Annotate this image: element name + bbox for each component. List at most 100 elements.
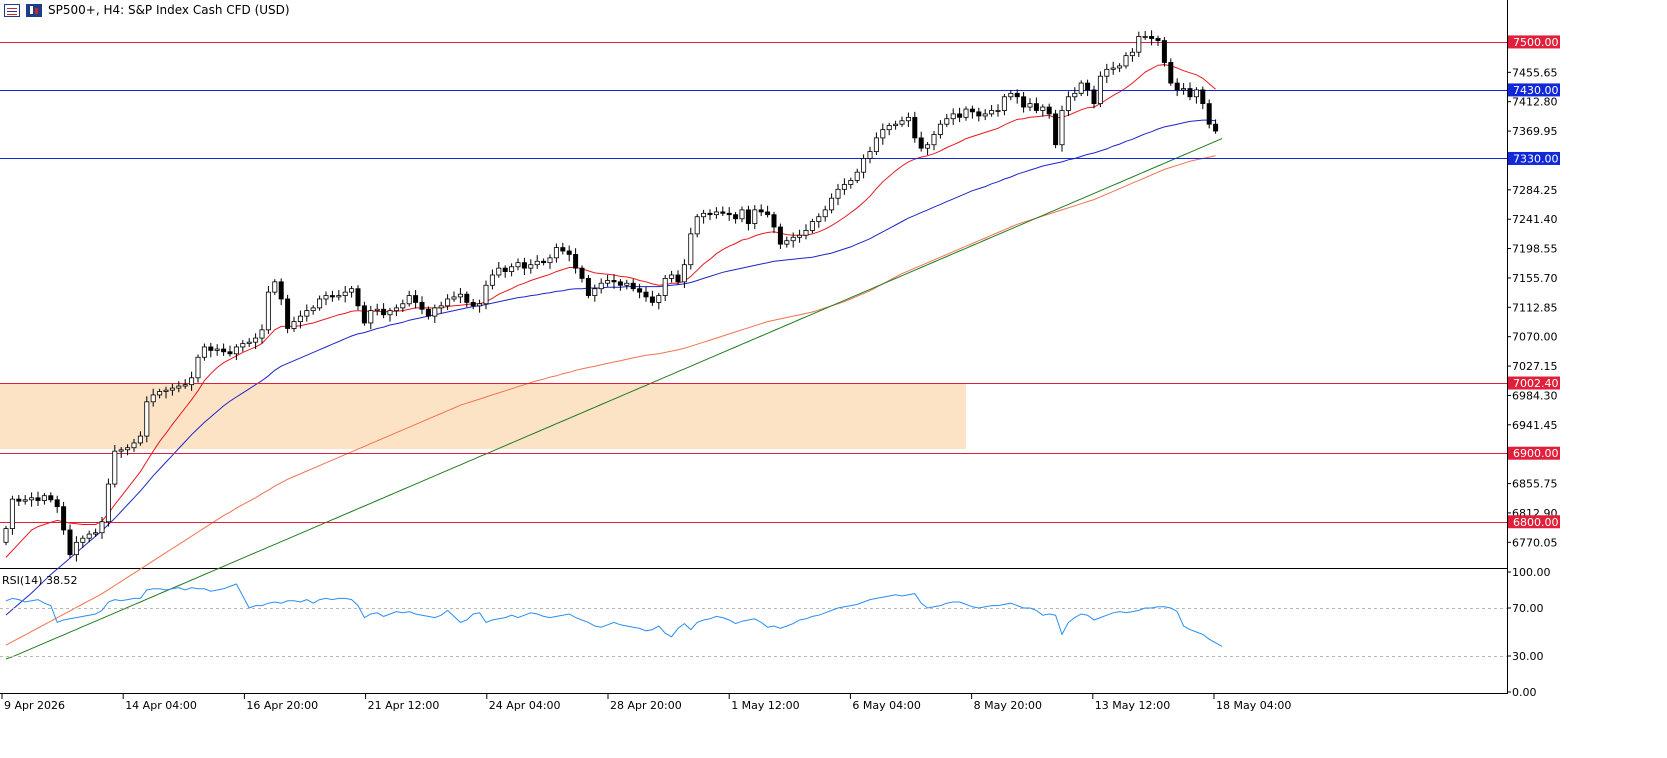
candle (99, 516, 105, 539)
candle (873, 132, 879, 156)
bullish-candle-body (989, 110, 995, 115)
price-tick-label: 6984.30 (1512, 389, 1558, 402)
candle (297, 310, 303, 329)
bullish-candle-body (374, 308, 380, 312)
candle (1001, 94, 1007, 116)
time-tick-label: 18 May 04:00 (1216, 699, 1291, 712)
level-price-label: 6900.00 (1513, 447, 1559, 460)
bearish-candle-body (745, 209, 751, 224)
bearish-candle-body (361, 305, 367, 324)
time-tick-label: 8 May 20:00 (974, 699, 1042, 712)
bullish-candle-body (605, 280, 611, 284)
bullish-candle-body (323, 295, 329, 300)
candle (221, 343, 227, 356)
bullish-candle-body (73, 541, 79, 556)
candle (86, 530, 92, 543)
candle (982, 109, 988, 121)
candle (1014, 89, 1020, 104)
candle (342, 285, 348, 303)
level-price-badge (1508, 515, 1560, 529)
bullish-candle-body (931, 134, 937, 146)
bullish-candle-body (131, 442, 137, 449)
bullish-candle-body (688, 233, 694, 266)
bearish-candle-body (1161, 40, 1167, 63)
candle (381, 303, 387, 319)
bullish-candle-body (157, 391, 163, 396)
candle (144, 396, 150, 443)
bullish-candle-body (1117, 65, 1123, 69)
bullish-candle-body (3, 528, 9, 543)
candle (125, 444, 131, 456)
bullish-candle-body (963, 108, 969, 118)
candle (937, 120, 943, 139)
candle (713, 207, 719, 219)
candle (592, 284, 598, 302)
bearish-candle-body (1187, 88, 1193, 98)
bullish-candle-body (246, 341, 252, 344)
bullish-candle-body (137, 435, 143, 444)
candlestick-chart-icon[interactable] (26, 3, 42, 17)
bullish-candle-body (739, 209, 745, 220)
bullish-candle-body (841, 184, 847, 190)
bearish-candle-body (630, 282, 636, 290)
candle (1110, 61, 1116, 75)
bearish-candle-body (278, 281, 284, 300)
bullish-candle-body (105, 483, 111, 523)
candle (285, 294, 291, 334)
bullish-candle-body (342, 291, 348, 296)
candle (617, 279, 623, 291)
bearish-candle-body (1014, 92, 1020, 98)
candle (950, 108, 956, 125)
bearish-candle-body (54, 499, 60, 508)
bearish-candle-body (912, 116, 918, 139)
bearish-candle-body (1046, 106, 1052, 115)
rsi-indicator-label: RSI(14) 38.52 (2, 574, 77, 587)
candle (1072, 87, 1078, 101)
bullish-candle-body (694, 216, 700, 235)
rsi-tick-label: 30.00 (1512, 650, 1544, 663)
candle (112, 444, 118, 488)
candle (1149, 30, 1155, 46)
bearish-candle-body (470, 302, 476, 307)
candle (1136, 31, 1142, 58)
level-price-label: 7330.00 (1513, 152, 1559, 165)
bullish-candle-body (797, 234, 803, 238)
bullish-candle-body (297, 315, 303, 323)
level-price-label: 7430.00 (1513, 84, 1559, 97)
candle (48, 492, 54, 503)
bullish-candle-body (701, 212, 707, 218)
candle (9, 495, 15, 535)
candle (944, 113, 950, 127)
bullish-candle-body (784, 240, 790, 245)
bullish-candle-body (713, 211, 719, 216)
bullish-candle-body (925, 144, 931, 149)
candle (157, 388, 163, 399)
bullish-candle-body (950, 113, 956, 120)
candle (483, 280, 489, 310)
bullish-candle-body (169, 387, 175, 391)
bullish-candle-body (400, 303, 406, 309)
level-price-badge (1508, 376, 1560, 390)
bullish-candle-body (803, 230, 809, 236)
candle (1142, 30, 1148, 40)
bearish-candle-body (381, 308, 387, 316)
candle (560, 242, 566, 255)
indicator-list-icon[interactable] (4, 3, 20, 17)
bearish-candle-body (1053, 113, 1059, 146)
price-tick-label: 7027.15 (1512, 360, 1558, 373)
bullish-candle-body (438, 305, 444, 309)
candle (1129, 48, 1135, 62)
candle (393, 304, 399, 317)
level-price-label: 7500.00 (1513, 36, 1559, 49)
level-price-badge (1508, 35, 1560, 49)
rsi-tick-label: 100.00 (1512, 566, 1551, 579)
candle (272, 279, 278, 295)
bullish-candle-body (752, 209, 758, 224)
price-tick-label: 7198.55 (1512, 243, 1558, 256)
candle (176, 381, 182, 393)
bullish-candle-body (829, 197, 835, 211)
bullish-candle-body (1072, 92, 1078, 98)
bullish-candle-body (547, 257, 553, 264)
